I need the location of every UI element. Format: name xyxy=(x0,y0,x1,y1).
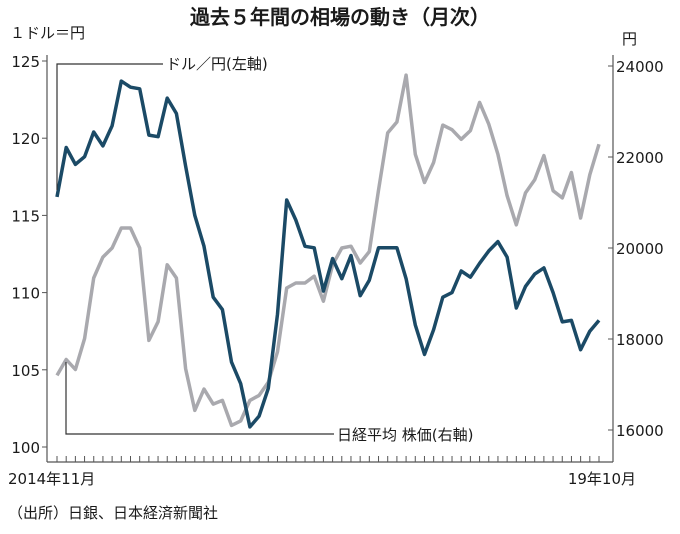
chart-title: 過去５年間の相場の動き（月次） xyxy=(190,5,490,29)
x-ticks xyxy=(56,456,600,462)
right-tick-label: 18000 xyxy=(616,331,664,349)
left-tick-label: 105 xyxy=(11,362,40,380)
left-ticks: 125 120 115 110 105 100 xyxy=(11,53,47,457)
legend-nikkei: 日経平均 株価(右軸) xyxy=(337,426,473,444)
right-tick-label: 22000 xyxy=(616,149,664,167)
right-tick-label: 20000 xyxy=(616,240,664,258)
left-tick-label: 120 xyxy=(11,130,40,148)
data-points xyxy=(56,75,600,428)
right-axis-unit: 円 xyxy=(622,30,637,48)
right-tick-label: 16000 xyxy=(616,422,664,440)
right-tick-label: 24000 xyxy=(616,58,664,76)
legend-usdjpy-leader xyxy=(56,63,163,190)
source-note: （出所）日銀、日本経済新聞社 xyxy=(8,504,218,522)
right-ticks: 24000 22000 20000 18000 16000 xyxy=(608,58,664,440)
left-tick-label: 110 xyxy=(11,285,40,303)
x-end-label: 19年10月 xyxy=(568,470,636,488)
left-tick-label: 125 xyxy=(11,53,40,71)
left-tick-label: 100 xyxy=(11,439,40,457)
axes xyxy=(46,55,614,463)
left-tick-label: 115 xyxy=(11,207,40,225)
legend-usdjpy: ドル／円(左軸) xyxy=(166,55,268,73)
x-start-label: 2014年11月 xyxy=(8,470,95,488)
left-axis-unit: １ドル＝円 xyxy=(10,24,85,42)
series-nikkei-line xyxy=(55,73,601,428)
series-usdjpy-line xyxy=(55,79,601,429)
legend-nikkei-leader xyxy=(65,362,334,435)
